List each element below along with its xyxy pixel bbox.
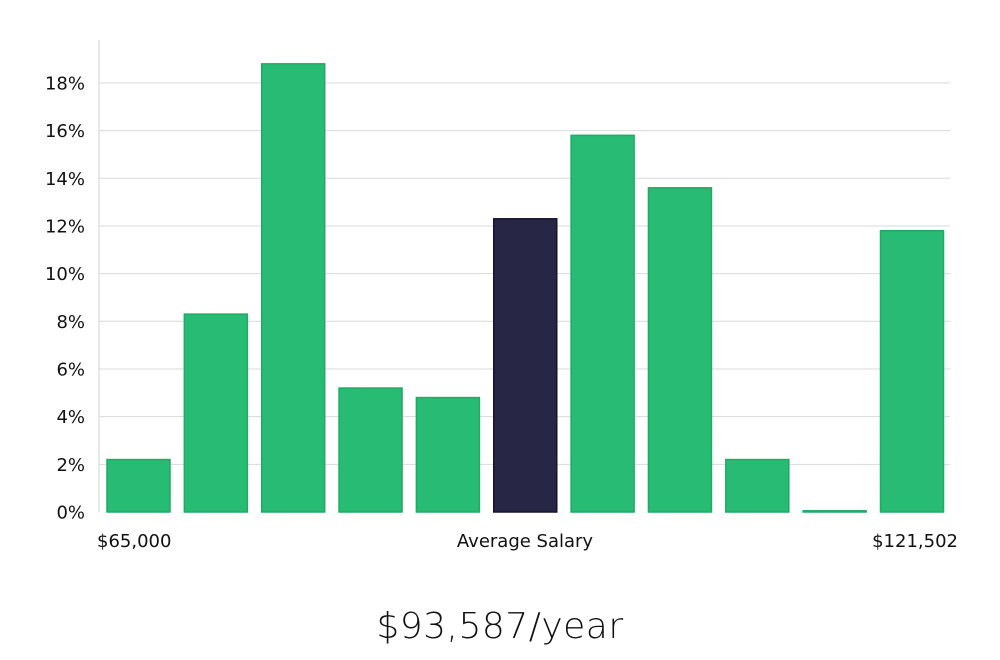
- bar: [570, 134, 635, 513]
- x-axis-labels: $65,000 Average Salary $121,502: [97, 531, 958, 552]
- bars: [106, 63, 945, 513]
- bar: [879, 229, 945, 513]
- bar-average: [493, 218, 558, 513]
- bar: [415, 396, 481, 513]
- bar: [647, 187, 713, 513]
- y-tick-label: 18%: [45, 73, 85, 94]
- bar: [106, 458, 171, 513]
- y-tick-label: 14%: [45, 169, 85, 190]
- bar: [802, 510, 867, 513]
- x-max-label: $121,502: [872, 531, 958, 552]
- y-tick-label: 16%: [45, 121, 85, 142]
- y-tick-label: 12%: [45, 216, 85, 237]
- bar: [338, 387, 403, 513]
- x-min-label: $65,000: [97, 531, 171, 552]
- y-tick-label: 4%: [56, 407, 85, 428]
- x-center-label: Average Salary: [457, 531, 594, 552]
- average-salary-value: $93,587/year: [376, 606, 624, 647]
- y-tick-label: 10%: [45, 264, 85, 285]
- y-tick-label: 8%: [56, 312, 85, 333]
- bar: [183, 313, 249, 513]
- bar: [260, 63, 326, 513]
- y-tick-label: 2%: [56, 455, 85, 476]
- y-tick-label: 0%: [56, 503, 85, 524]
- histogram-svg: 0% 2% 4% 6% 8% 10% 12% 14% 16% 18% $65,000 Averag…: [45, 40, 958, 552]
- y-tick-label: 6%: [56, 359, 85, 380]
- y-axis-ticks: 0% 2% 4% 6% 8% 10% 12% 14% 16% 18%: [45, 73, 85, 523]
- salary-histogram: 0% 2% 4% 6% 8% 10% 12% 14% 16% 18% $65,000 Averag…: [45, 40, 958, 552]
- bar: [725, 458, 790, 513]
